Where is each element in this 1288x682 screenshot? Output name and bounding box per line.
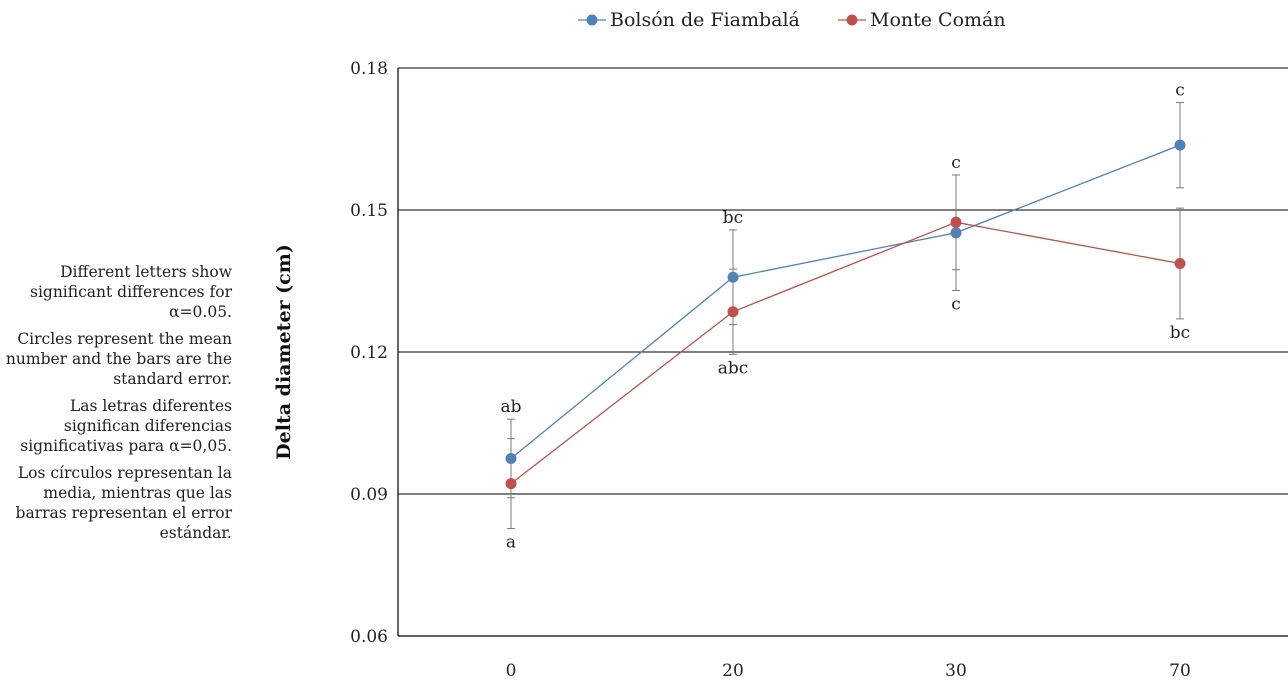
legend-marker [586, 14, 598, 26]
note-alpha-es: Las letras diferentes significan diferen… [20, 397, 232, 455]
significance-letter: c [1175, 81, 1185, 101]
y-tick-label: 0.12 [350, 343, 388, 363]
data-point [505, 478, 517, 490]
y-axis-label: Delta diameter (cm) [273, 244, 295, 460]
y-tick-label: 0.15 [350, 201, 388, 221]
significance-letter: ab [500, 397, 521, 417]
data-point [1174, 139, 1186, 151]
note-alpha-en: Different letters show significant diffe… [29, 263, 232, 321]
significance-letter: a [506, 533, 516, 553]
data-point [950, 216, 962, 228]
significance-letter: abc [718, 358, 749, 378]
note-circles-es: Los círculos representan la media, mient… [15, 464, 232, 542]
y-tick-label: 0.06 [350, 627, 388, 647]
x-tick-label: 70 [1169, 661, 1191, 681]
y-tick-label: 0.09 [350, 485, 388, 505]
significance-letter: c [951, 294, 961, 314]
significance-letter: bc [1170, 323, 1190, 343]
note-circles-en: Circles represent the mean number and th… [5, 330, 232, 388]
x-tick-label: 30 [945, 661, 967, 681]
legend-label: Bolsón de Fiambalá [610, 9, 800, 31]
significance-letter: c [951, 153, 961, 173]
series-line [510, 144, 1181, 460]
y-tick-label: 0.18 [350, 59, 388, 79]
significance-letter: bc [723, 208, 743, 228]
x-tick-label: 0 [506, 661, 517, 681]
chart-notes: Different letters show significant diffe… [0, 262, 232, 550]
x-tick-label: 20 [722, 661, 744, 681]
series-line [510, 221, 1181, 485]
legend-marker [846, 14, 858, 26]
data-point [727, 306, 739, 318]
data-point [1174, 257, 1186, 269]
legend-label: Monte Comán [870, 9, 1006, 31]
